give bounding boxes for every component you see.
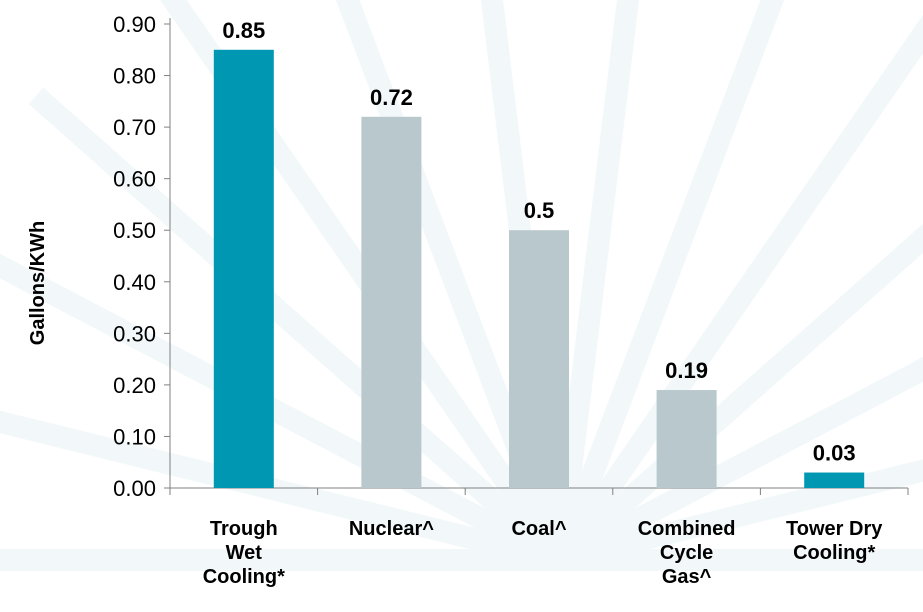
y-tick-label: 0.00 [113,476,156,501]
data-label: 0.19 [665,358,708,383]
background-ray [554,357,923,570]
background-ray [552,223,923,569]
data-label: 0.72 [370,85,413,110]
bars [213,49,865,489]
axes: 0.00 0.10 0.20 0.30 0.40 0.50 0.60 0.70 0.80 0.90 [113,12,909,501]
category-label: Tower Dry Cooling* [786,518,883,564]
category-label-line: Nuclear^ [349,518,434,540]
category-label-line: Gas^ [662,566,712,588]
y-tick-label: 0.70 [113,115,156,140]
background-ray [0,253,566,570]
y-axis-title: Gallons/KWh [27,221,49,345]
bar-2 [361,116,422,489]
y-tick-label: 0.50 [113,218,156,243]
background-ray [549,0,640,562]
data-label: 0.85 [222,18,265,43]
data-label: 0.03 [813,441,856,466]
category-label-line: Combined [638,518,736,540]
data-label: 0.5 [524,198,555,223]
category-label: Combined Cycle Gas^ [638,518,736,588]
y-tick-label: 0.80 [113,64,156,89]
category-label: Trough Wet Cooling* [203,518,285,588]
background-ray [28,87,568,569]
category-label: Coal^ [511,518,566,540]
bar-4 [656,390,717,488]
category-label-line: Tower Dry [786,518,883,540]
background-ray [550,14,923,567]
category-label-line: Cooling* [793,542,875,564]
bar-5 [804,472,865,488]
y-tick-label: 0.90 [113,12,156,37]
y-tick-label: 0.60 [113,167,156,192]
bar-3 [509,230,569,488]
background-ray [557,459,923,571]
y-tick-label: 0.20 [113,373,156,398]
category-label-line: Cooling* [203,566,285,588]
category-label-line: Cycle [660,542,713,564]
background-ray [549,0,785,564]
y-tick-label: 0.10 [113,424,156,449]
bar-1 [213,49,274,489]
category-label-line: Trough [210,518,278,540]
category-label-line: Wet [226,542,263,564]
category-label-line: Coal^ [511,518,566,540]
y-tick-label: 0.30 [113,321,156,346]
y-tick-label: 0.40 [113,270,156,295]
category-label: Nuclear^ [349,518,434,540]
